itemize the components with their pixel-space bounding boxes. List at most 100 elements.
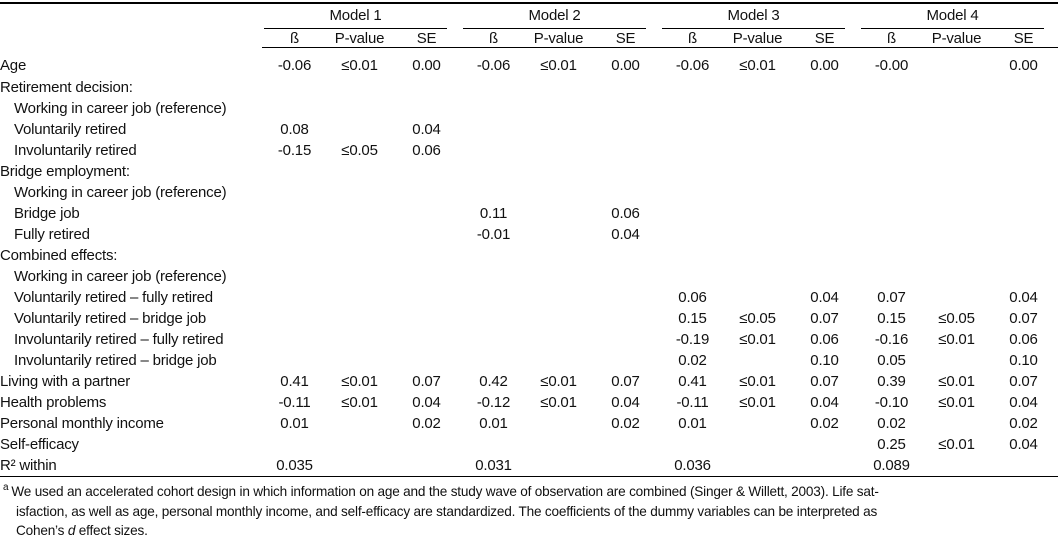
cell-value (392, 329, 461, 350)
footnote-line: Cohen’s d effect sizes. (16, 521, 1059, 541)
cell-value: 0.41 (280, 373, 309, 390)
cell-value (392, 287, 461, 308)
table-row: Personal monthly income 0.01 0.02 0.01 0.02 0… (0, 413, 1058, 434)
cell-value (989, 455, 1058, 477)
cell-value: ≤0.01 (938, 394, 975, 411)
cell-value (392, 455, 461, 477)
cell-value (989, 98, 1058, 119)
cell-value: -0.01 (476, 226, 511, 243)
cell-value (859, 77, 924, 98)
cell-value: 0.07 (412, 373, 441, 390)
cell-value: 0.02 (412, 415, 441, 432)
cell-value: 0.04 (412, 121, 441, 138)
cell-value (660, 161, 725, 182)
column-header: ß (859, 29, 924, 48)
cell-value (461, 161, 526, 182)
cell-value (262, 161, 327, 182)
cell-value (725, 182, 790, 203)
cell-value: 0.06 (1009, 331, 1038, 348)
cell-value (859, 119, 924, 140)
cell-value (924, 182, 989, 203)
cell-value (790, 266, 859, 287)
cell-value (924, 140, 989, 161)
cell-value: ≤0.01 (341, 57, 378, 74)
cell-value: -0.11 (676, 394, 709, 411)
cell-value (924, 48, 989, 78)
cell-value: 0.04 (611, 226, 640, 243)
footnote-text: effect sizes. (75, 523, 148, 538)
cell-value (859, 224, 924, 245)
table-row: Working in career job (reference) (0, 98, 1058, 119)
cell-value: 0.00 (412, 57, 441, 74)
cell-value: ≤0.01 (540, 57, 577, 74)
cell-value: 0.15 (678, 310, 707, 327)
cell-value: ≤0.01 (341, 394, 378, 411)
cell-value (790, 98, 859, 119)
cell-value (591, 434, 660, 455)
table-row: Working in career job (reference) (0, 182, 1058, 203)
cell-value (392, 203, 461, 224)
cell-value (327, 350, 392, 371)
cell-value (461, 434, 526, 455)
cell-value (526, 140, 591, 161)
cell-value: 0.10 (1009, 352, 1038, 369)
cell-value (725, 224, 790, 245)
cell-value (461, 182, 526, 203)
table-row: Living with a partner 0.41 ≤0.01 0.07 0.42 ≤0… (0, 371, 1058, 392)
cell-value (262, 308, 327, 329)
cell-value (924, 413, 989, 434)
row-label: Involuntarily retired (14, 142, 137, 159)
cell-value (924, 224, 989, 245)
table-row: Voluntarily retired – fully retired 0.06 0… (0, 287, 1058, 308)
cell-value (591, 266, 660, 287)
cell-value (725, 434, 790, 455)
row-label: Working in career job (reference) (14, 268, 227, 285)
cell-value (526, 350, 591, 371)
footnote-line: isfaction, as well as age, personal mont… (16, 502, 1059, 522)
cell-value: ≤0.01 (739, 57, 776, 74)
column-header: P-value (725, 29, 790, 48)
cell-value (790, 77, 859, 98)
cell-value (262, 350, 327, 371)
cell-value (327, 245, 392, 266)
cell-value: 0.089 (873, 457, 910, 474)
cell-value (790, 119, 859, 140)
cell-value: -0.00 (874, 57, 909, 74)
model-label: Model 4 (861, 4, 1044, 29)
cell-value (725, 98, 790, 119)
cell-value (262, 77, 327, 98)
cell-value (859, 161, 924, 182)
cell-value: 0.04 (611, 394, 640, 411)
cell-value (461, 329, 526, 350)
cell-value: 0.06 (810, 331, 839, 348)
cell-value (591, 308, 660, 329)
column-header: P-value (924, 29, 989, 48)
cell-value: -0.06 (476, 57, 511, 74)
cell-value: 0.06 (611, 205, 640, 222)
cell-value: ≤0.05 (341, 142, 378, 159)
cell-value (262, 203, 327, 224)
cell-value (859, 266, 924, 287)
cell-value: ≤0.05 (938, 310, 975, 327)
cell-value: ≤0.01 (938, 373, 975, 390)
cell-value (591, 182, 660, 203)
cell-value: 0.04 (1009, 289, 1038, 306)
cell-value (461, 350, 526, 371)
cell-value (327, 434, 392, 455)
cell-value (924, 98, 989, 119)
row-label: Bridge employment: (0, 163, 130, 180)
cell-value: 0.07 (1009, 373, 1038, 390)
cell-value (591, 455, 660, 477)
cell-value (262, 98, 327, 119)
cell-value (327, 287, 392, 308)
cell-value (790, 161, 859, 182)
cell-value (989, 203, 1058, 224)
cell-value (392, 350, 461, 371)
cell-value (392, 224, 461, 245)
cell-value: 0.00 (1009, 57, 1038, 74)
cell-value (790, 434, 859, 455)
cell-value (859, 203, 924, 224)
cell-value: -0.16 (874, 331, 909, 348)
cell-value (327, 98, 392, 119)
cell-value (989, 161, 1058, 182)
